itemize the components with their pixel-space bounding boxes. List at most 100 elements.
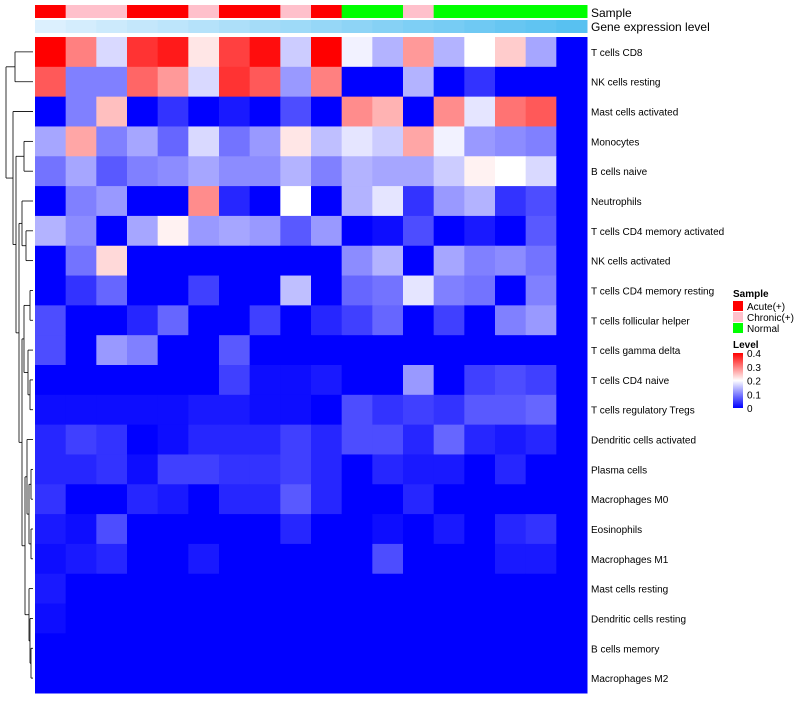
heatmap-cell bbox=[35, 424, 67, 455]
heatmap-cell bbox=[65, 543, 97, 575]
heatmap-cell bbox=[433, 394, 465, 426]
heatmap-cell bbox=[280, 335, 312, 366]
expression-annotation-title: Gene expression level bbox=[591, 20, 710, 34]
heatmap-cell bbox=[65, 454, 97, 485]
heatmap-cell bbox=[219, 215, 251, 247]
heatmap-cell bbox=[433, 305, 465, 336]
heatmap-cell bbox=[464, 335, 496, 366]
heatmap-cell bbox=[35, 275, 67, 306]
heatmap-cell bbox=[495, 126, 527, 157]
heatmap-cell bbox=[127, 37, 159, 68]
heatmap-cell bbox=[249, 394, 281, 426]
heatmap-cell bbox=[280, 603, 312, 634]
heatmap-cell bbox=[311, 514, 343, 545]
level-legend-gradient bbox=[733, 353, 743, 408]
heatmap-cell bbox=[35, 633, 67, 664]
heatmap-cell bbox=[433, 543, 465, 575]
heatmap-cell bbox=[525, 156, 557, 187]
heatmap-cell bbox=[96, 663, 128, 694]
expression-annotation-cell bbox=[96, 20, 128, 33]
heatmap-cell bbox=[188, 305, 220, 336]
heatmap-cell bbox=[157, 484, 189, 515]
heatmap-cell bbox=[127, 543, 159, 575]
row-label: Macrophages M0 bbox=[591, 495, 669, 506]
heatmap-cell bbox=[464, 215, 496, 247]
row-label: T cells follicular helper bbox=[591, 316, 690, 327]
heatmap-cell bbox=[556, 186, 588, 217]
heatmap-cell bbox=[311, 245, 343, 277]
heatmap-cell bbox=[127, 633, 159, 664]
heatmap-cell bbox=[525, 663, 557, 694]
heatmap-cell bbox=[495, 484, 527, 515]
heatmap-cell bbox=[311, 603, 343, 634]
heatmap-cell bbox=[249, 305, 281, 336]
heatmap-cell bbox=[65, 484, 97, 515]
sample-annotation-cell bbox=[525, 5, 557, 18]
heatmap-cell bbox=[556, 603, 588, 634]
sample-annotation-cell bbox=[464, 5, 496, 18]
heatmap-cell bbox=[127, 66, 159, 98]
heatmap-cell bbox=[372, 37, 404, 68]
heatmap-cell bbox=[341, 215, 373, 247]
heatmap-cell bbox=[157, 424, 189, 455]
heatmap-cell bbox=[188, 573, 220, 605]
sample-legend-swatch bbox=[733, 312, 743, 322]
heatmap-cell bbox=[188, 484, 220, 515]
heatmap-cell bbox=[403, 603, 435, 634]
heatmap-cell bbox=[556, 573, 588, 605]
heatmap-cell bbox=[280, 394, 312, 426]
heatmap-cell bbox=[127, 573, 159, 605]
heatmap-cell bbox=[495, 633, 527, 664]
sample-legend-title: Sample bbox=[733, 289, 769, 300]
level-legend: Level 0.4 0.3 0.2 0.1 0 bbox=[733, 340, 761, 415]
heatmap-cell bbox=[157, 543, 189, 575]
heatmap-cell bbox=[127, 603, 159, 634]
heatmap-cell bbox=[372, 573, 404, 605]
heatmap-cell bbox=[495, 275, 527, 306]
heatmap-cell bbox=[341, 305, 373, 336]
row-label: B cells memory bbox=[591, 644, 659, 655]
row-label: T cells gamma delta bbox=[591, 346, 681, 357]
heatmap-cell bbox=[280, 156, 312, 187]
heatmap-cell bbox=[341, 275, 373, 306]
heatmap-cell bbox=[464, 275, 496, 306]
heatmap-cell bbox=[127, 335, 159, 366]
heatmap-cell bbox=[403, 335, 435, 366]
heatmap-cell bbox=[403, 424, 435, 455]
heatmap-cell bbox=[127, 305, 159, 336]
heatmap-cell bbox=[219, 543, 251, 575]
heatmap-cell bbox=[35, 663, 67, 694]
heatmap-cell bbox=[311, 96, 343, 127]
heatmap-cell bbox=[464, 394, 496, 426]
expression-annotation-cell bbox=[127, 20, 159, 33]
sample-annotation-cell bbox=[35, 5, 67, 18]
heatmap-cell bbox=[464, 663, 496, 694]
heatmap-cell bbox=[495, 573, 527, 605]
heatmap-cell bbox=[280, 245, 312, 277]
heatmap-cell bbox=[556, 215, 588, 247]
heatmap-cell bbox=[188, 365, 220, 396]
heatmap-cell bbox=[249, 96, 281, 127]
heatmap-cell bbox=[525, 394, 557, 426]
heatmap-cell bbox=[403, 156, 435, 187]
heatmap-cell bbox=[249, 543, 281, 575]
heatmap-cell bbox=[556, 514, 588, 545]
row-label: T cells CD4 naive bbox=[591, 376, 670, 387]
heatmap-cell bbox=[127, 484, 159, 515]
heatmap-cell bbox=[525, 305, 557, 336]
heatmap-cell bbox=[35, 543, 67, 575]
heatmap-cell bbox=[188, 663, 220, 694]
heatmap-cell bbox=[403, 394, 435, 426]
heatmap-cell bbox=[311, 335, 343, 366]
heatmap-cell bbox=[65, 66, 97, 98]
heatmap-cell bbox=[280, 424, 312, 455]
heatmap-cell bbox=[219, 305, 251, 336]
expression-annotation-cell bbox=[556, 20, 588, 33]
heatmap-cell bbox=[65, 335, 97, 366]
heatmap-cell bbox=[35, 454, 67, 485]
heatmap-cell bbox=[495, 156, 527, 187]
heatmap-cell bbox=[127, 514, 159, 545]
heatmap-cell bbox=[157, 275, 189, 306]
heatmap-cell bbox=[280, 633, 312, 664]
heatmap-cell bbox=[65, 156, 97, 187]
